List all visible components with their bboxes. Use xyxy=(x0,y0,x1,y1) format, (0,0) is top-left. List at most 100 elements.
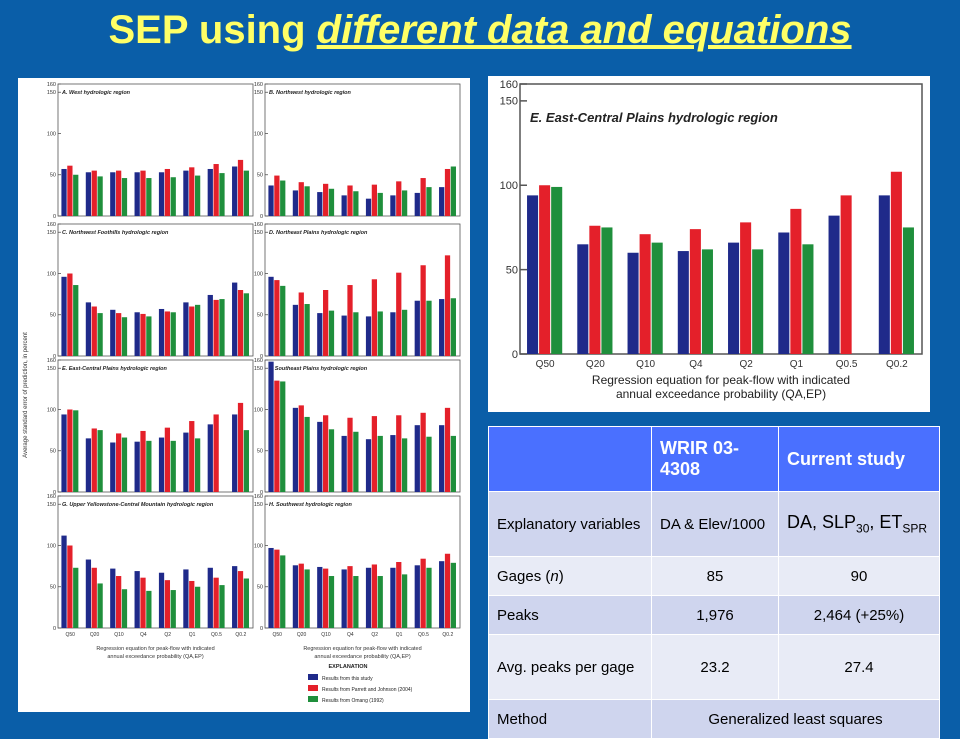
cell-subscript: 30 xyxy=(856,521,870,536)
bar xyxy=(317,421,323,492)
x-axis-label: annual exceedance probability (QA,EP) xyxy=(616,387,826,401)
plot-frame xyxy=(264,495,461,629)
bar xyxy=(298,563,304,628)
bar xyxy=(189,580,195,628)
y-tick-label: 160 xyxy=(254,494,263,500)
plot-frame xyxy=(519,83,923,355)
y-tick-label: 160 xyxy=(254,82,263,88)
bar xyxy=(439,299,445,356)
bar xyxy=(365,439,372,492)
bar xyxy=(347,417,353,492)
table-cell: 1,976 xyxy=(651,595,779,635)
x-tick-label: Q0.5 xyxy=(836,359,858,370)
x-tick-label: Q4 xyxy=(140,632,147,638)
bar xyxy=(73,285,79,356)
zoomed-chart: 0 50 100 150 160 E. East-Central Plains hydro… xyxy=(500,79,923,401)
table-cell: 90 xyxy=(778,556,940,596)
plot-frame xyxy=(264,359,461,493)
x-tick-label: Q0.2 xyxy=(886,359,908,370)
y-tick-label: 150 xyxy=(254,230,263,236)
bar xyxy=(444,168,451,216)
bar xyxy=(728,242,740,354)
legend-label: Results from Omang (1992) xyxy=(322,698,384,704)
panel-title: A. West hydrologic region xyxy=(61,90,131,96)
left-figure-panels: Average standard error of prediction, in… xyxy=(18,78,470,712)
bar xyxy=(328,188,335,216)
x-axis-label: Regression equation for peak-flow with i… xyxy=(592,373,850,387)
table-cell-span: Generalized least squares xyxy=(651,699,940,739)
bar xyxy=(189,421,195,492)
bar xyxy=(639,234,651,354)
bar xyxy=(268,185,274,216)
bar xyxy=(268,361,274,492)
left-chart-grid: Average standard error of prediction, in… xyxy=(23,82,461,704)
bar xyxy=(790,208,802,354)
y-tick-label: 50 xyxy=(50,313,56,319)
bar xyxy=(158,572,165,628)
y-tick-label: 150 xyxy=(254,502,263,508)
bar xyxy=(740,222,752,354)
y-tick-label: 50 xyxy=(50,449,56,455)
bar xyxy=(268,547,274,628)
y-tick-label: 150 xyxy=(47,90,56,96)
bar xyxy=(170,177,176,216)
bar xyxy=(183,170,189,216)
bar xyxy=(213,299,219,356)
bar xyxy=(146,440,152,492)
bar xyxy=(158,437,165,492)
bar xyxy=(539,185,551,354)
bar xyxy=(243,170,249,216)
table-row: Avg. peaks per gage 23.2 27.4 xyxy=(488,634,940,700)
bar xyxy=(444,553,451,628)
bar xyxy=(61,414,67,492)
bar xyxy=(840,195,852,354)
panel-title: F. Southeast Plains hydrologic region xyxy=(269,366,368,372)
chart-panel: 0 50 100 150 160 C. Northwest Foothills hydro… xyxy=(47,222,254,360)
y-tick-label: 50 xyxy=(257,313,263,319)
bar xyxy=(450,298,456,356)
x-tick-label: Q1 xyxy=(189,632,196,638)
x-tick-label: Q20 xyxy=(90,632,100,638)
panel-title: E. East-Central Plains hydrologic region xyxy=(62,366,167,372)
bar xyxy=(213,577,219,628)
chart-panel: 0 50 100 150 160 E. East-Central Plains hydro… xyxy=(500,79,923,370)
bar xyxy=(67,409,73,492)
bar xyxy=(110,172,116,216)
x-axis-label: Regression equation for peak-flow with i… xyxy=(96,646,214,652)
x-tick-label: Q4 xyxy=(689,359,703,370)
bar xyxy=(414,300,420,356)
bar xyxy=(371,416,378,492)
x-tick-label: Q1 xyxy=(396,632,403,638)
legend-label: Results from this study xyxy=(322,676,373,682)
bar xyxy=(274,549,280,628)
panel-title: G. Upper Yellowstone-Central Mountain hy… xyxy=(62,502,214,508)
bar xyxy=(577,244,589,354)
bar xyxy=(396,415,402,492)
bar xyxy=(353,576,359,628)
bar xyxy=(444,255,451,356)
table-header-row: WRIR 03-4308 Current study xyxy=(488,426,940,492)
bar xyxy=(97,313,103,356)
bar xyxy=(802,244,814,354)
bar xyxy=(85,559,92,628)
bar xyxy=(304,416,310,492)
bar xyxy=(170,590,176,628)
y-tick-label: 100 xyxy=(254,407,263,413)
bar xyxy=(189,167,195,216)
bar xyxy=(61,276,67,356)
bar xyxy=(390,435,396,492)
y-tick-label: 100 xyxy=(47,271,56,277)
bar xyxy=(268,276,274,356)
bar xyxy=(298,292,304,356)
table-header-cell: WRIR 03-4308 xyxy=(651,426,779,492)
bar xyxy=(328,429,335,492)
bar xyxy=(353,431,359,492)
panel-title: H. Southwest hydrologic region xyxy=(269,502,352,508)
bar xyxy=(304,569,310,628)
y-tick-label: 0 xyxy=(260,214,263,220)
y-tick-label: 160 xyxy=(254,222,263,228)
bar xyxy=(323,290,329,356)
bar xyxy=(140,577,146,628)
bar xyxy=(91,170,97,216)
bar xyxy=(317,566,323,628)
